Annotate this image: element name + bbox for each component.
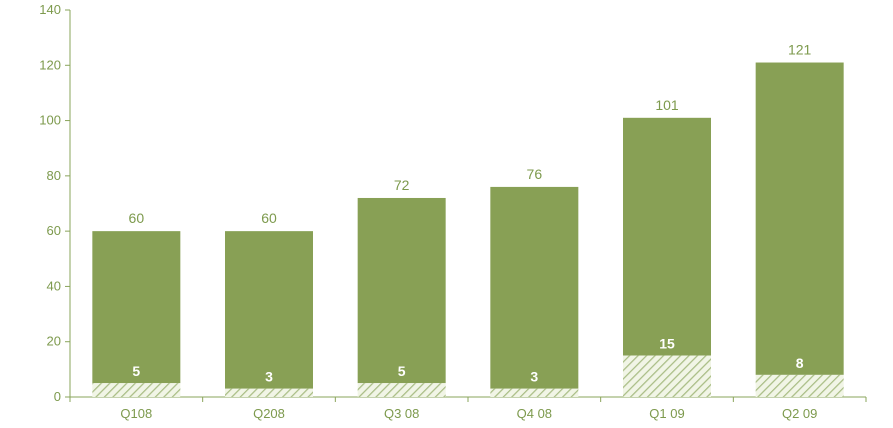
bar-segment-hatched xyxy=(92,383,181,397)
y-tick-label: 100 xyxy=(39,113,61,128)
total-label: 72 xyxy=(394,177,410,193)
total-label: 60 xyxy=(261,210,277,226)
segment-label: 3 xyxy=(265,369,273,385)
bar-segment-hatched xyxy=(357,383,446,397)
x-tick-label: Q208 xyxy=(253,406,285,421)
bar-segment-hatched xyxy=(225,388,313,397)
bar-segment-solid xyxy=(490,186,579,389)
total-label: 76 xyxy=(527,166,543,182)
x-tick-label: Q108 xyxy=(120,406,152,421)
total-label: 121 xyxy=(788,42,812,58)
bar-segment-solid xyxy=(755,62,844,375)
x-tick-label: Q1 09 xyxy=(649,406,684,421)
bar-segment-hatched xyxy=(623,355,711,397)
data-labels: 60 5 60 3 72 5 76 3 101 15 121 8 xyxy=(129,42,812,385)
bar-segment-hatched xyxy=(490,388,579,397)
bar-segment-solid xyxy=(225,231,313,389)
segment-label: 3 xyxy=(530,369,538,385)
bar-segment-solid xyxy=(92,231,181,384)
segment-label: 5 xyxy=(398,363,406,379)
segment-label: 15 xyxy=(659,336,675,352)
bar-segment-hatched xyxy=(755,374,844,397)
x-tick-label: Q2 09 xyxy=(782,406,817,421)
y-axis: 0 20 40 60 80 100 120 140 xyxy=(39,2,71,404)
y-tick-label: 80 xyxy=(47,168,61,183)
y-tick-label: 60 xyxy=(47,223,61,238)
bars xyxy=(92,62,844,397)
y-tick-label: 0 xyxy=(54,389,61,404)
segment-label: 8 xyxy=(796,355,804,371)
bar-segment-solid xyxy=(357,197,446,384)
y-tick-label: 40 xyxy=(47,278,61,293)
x-tick-label: Q4 08 xyxy=(517,406,552,421)
x-axis: Q108 Q208 Q3 08 Q4 08 Q1 09 Q2 09 xyxy=(69,396,867,421)
bar-segment-solid xyxy=(623,117,711,356)
segment-label: 5 xyxy=(132,363,140,379)
total-label: 60 xyxy=(129,210,145,226)
y-tick-label: 140 xyxy=(39,2,61,17)
y-tick-label: 120 xyxy=(39,57,61,72)
y-tick-label: 20 xyxy=(47,334,61,349)
total-label: 101 xyxy=(655,97,679,113)
x-tick-label: Q3 08 xyxy=(384,406,419,421)
